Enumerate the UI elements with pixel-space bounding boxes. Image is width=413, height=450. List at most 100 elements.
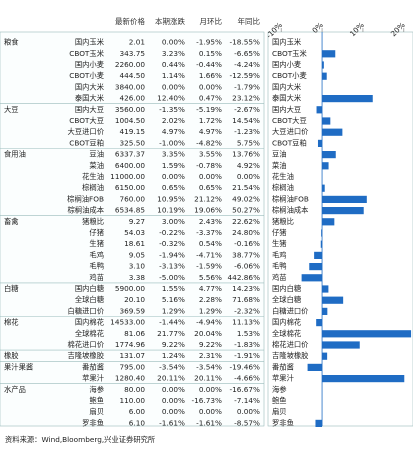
bar xyxy=(315,419,323,427)
group-label: 橡胶 xyxy=(4,351,19,360)
cell: 1.59% xyxy=(162,161,185,170)
item-name: 国内大米 xyxy=(75,82,105,91)
cell: 21.12% xyxy=(194,194,222,203)
cell: 4.97% xyxy=(199,127,222,136)
bar xyxy=(322,95,373,103)
bar-label: 鲍鱼 xyxy=(272,396,287,405)
item-name: CBOT大豆 xyxy=(69,116,104,125)
group-label: 水产品 xyxy=(4,385,26,394)
cell: 0.00% xyxy=(199,82,222,91)
cell: -12.59% xyxy=(230,71,261,80)
item-name: 豆油 xyxy=(89,150,104,159)
bar xyxy=(322,296,344,304)
item-name: CBOT豆粕 xyxy=(69,138,104,147)
cell: 71.68% xyxy=(232,295,260,304)
cell: 11000.00 xyxy=(110,172,145,181)
cell: 0.44% xyxy=(162,60,185,69)
cell: 2.02% xyxy=(162,116,185,125)
bar xyxy=(316,319,323,327)
cell: 2.28% xyxy=(199,295,222,304)
cell: 369.59 xyxy=(119,306,145,315)
cell: 1.29% xyxy=(162,306,185,315)
item-name: 仔猪 xyxy=(89,228,104,237)
cell: 20.04% xyxy=(194,329,222,338)
item-name: 国内玉米 xyxy=(75,38,105,47)
cell: -3.54% xyxy=(196,362,222,371)
cell: -7.14% xyxy=(234,396,260,405)
bar-label: CBOT小麦 xyxy=(272,71,307,80)
bar-label: 国内大豆 xyxy=(272,105,301,114)
cell: 49.02% xyxy=(232,194,260,203)
group-label: 白糖 xyxy=(4,284,19,293)
cell: -4.71% xyxy=(196,250,222,259)
bar xyxy=(322,285,329,293)
cell: 3560.00 xyxy=(115,105,146,114)
item-name: 猪粮比 xyxy=(82,217,104,226)
cell: 80.00 xyxy=(124,385,145,394)
column-header: 年同比 xyxy=(238,16,261,26)
table-frame xyxy=(0,31,265,427)
cell: 419.15 xyxy=(119,127,145,136)
cell: 6.00 xyxy=(129,407,146,416)
item-name: 毛鸡 xyxy=(89,250,104,259)
cell: 5900.00 xyxy=(115,284,146,293)
bar-label: 鸡苗 xyxy=(272,273,287,282)
cell: 5.16% xyxy=(162,295,185,304)
cell: 23.12% xyxy=(232,94,260,103)
cell: -0.44% xyxy=(196,60,222,69)
cell: 4.97% xyxy=(162,127,185,136)
item-name: 国内小麦 xyxy=(75,60,105,69)
item-name: CBOT小麦 xyxy=(69,71,104,80)
cell: 0.00% xyxy=(199,385,222,394)
bar xyxy=(322,117,331,125)
cell: 9.05 xyxy=(129,250,145,259)
cell: -4.82% xyxy=(196,138,222,147)
bar-label: CBOT玉米 xyxy=(272,49,307,58)
cell: -6.06% xyxy=(234,262,260,271)
bar-label: 生猪 xyxy=(272,239,287,248)
cell: 1.29% xyxy=(199,306,222,315)
cell: 22.62% xyxy=(232,217,260,226)
cell: 12.40% xyxy=(157,94,185,103)
cell: 20.10 xyxy=(124,295,145,304)
item-name: 菜油 xyxy=(89,161,104,170)
bar-label: 吉隆坡橡胶 xyxy=(272,351,308,360)
cell: 5.75% xyxy=(237,138,260,147)
cell: 3840.00 xyxy=(115,82,146,91)
cell: -6.65% xyxy=(234,49,260,58)
footer: 资料来源：Wind,Bloomberg,兴业证券研究所 xyxy=(5,435,155,444)
cell: -4.94% xyxy=(196,318,222,327)
cell: -3.54% xyxy=(159,362,185,371)
bar-label: 毛鸡 xyxy=(272,250,287,259)
item-name: 鸡苗 xyxy=(89,273,104,282)
cell: 38.77% xyxy=(232,250,260,259)
cell: 0.47% xyxy=(199,94,222,103)
bar-label: CBOT大豆 xyxy=(272,116,307,125)
bar xyxy=(322,330,412,338)
bar-label: 毛鸭 xyxy=(272,262,287,271)
cell: 1280.40 xyxy=(115,374,146,383)
item-name: 吉隆坡橡胶 xyxy=(68,351,104,360)
cell: 343.75 xyxy=(119,49,145,58)
cell: 0.00% xyxy=(162,82,185,91)
cell: -0.16% xyxy=(234,239,260,248)
cell: 0.00% xyxy=(162,396,185,405)
cell: -1.35% xyxy=(159,105,185,114)
cell: 6534.85 xyxy=(115,206,145,215)
cell: 325.50 xyxy=(119,138,145,147)
bar xyxy=(322,341,360,349)
cell: 760.00 xyxy=(119,194,145,203)
bar xyxy=(322,307,328,315)
cell: 10.19% xyxy=(157,206,185,215)
item-name: 国内大豆 xyxy=(75,105,104,114)
cell: 6400.00 xyxy=(115,161,146,170)
cell: 0.00% xyxy=(162,38,185,47)
column-header: 最新价格 xyxy=(115,16,145,26)
item-name: 毛鸭 xyxy=(89,262,104,271)
item-name: 国内白糖 xyxy=(75,284,105,293)
cell: 24.80% xyxy=(232,228,260,237)
cell: 4.77% xyxy=(199,284,222,293)
item-name: 生猪 xyxy=(89,239,104,248)
bar-label: 棕榈油成本 xyxy=(272,206,309,215)
